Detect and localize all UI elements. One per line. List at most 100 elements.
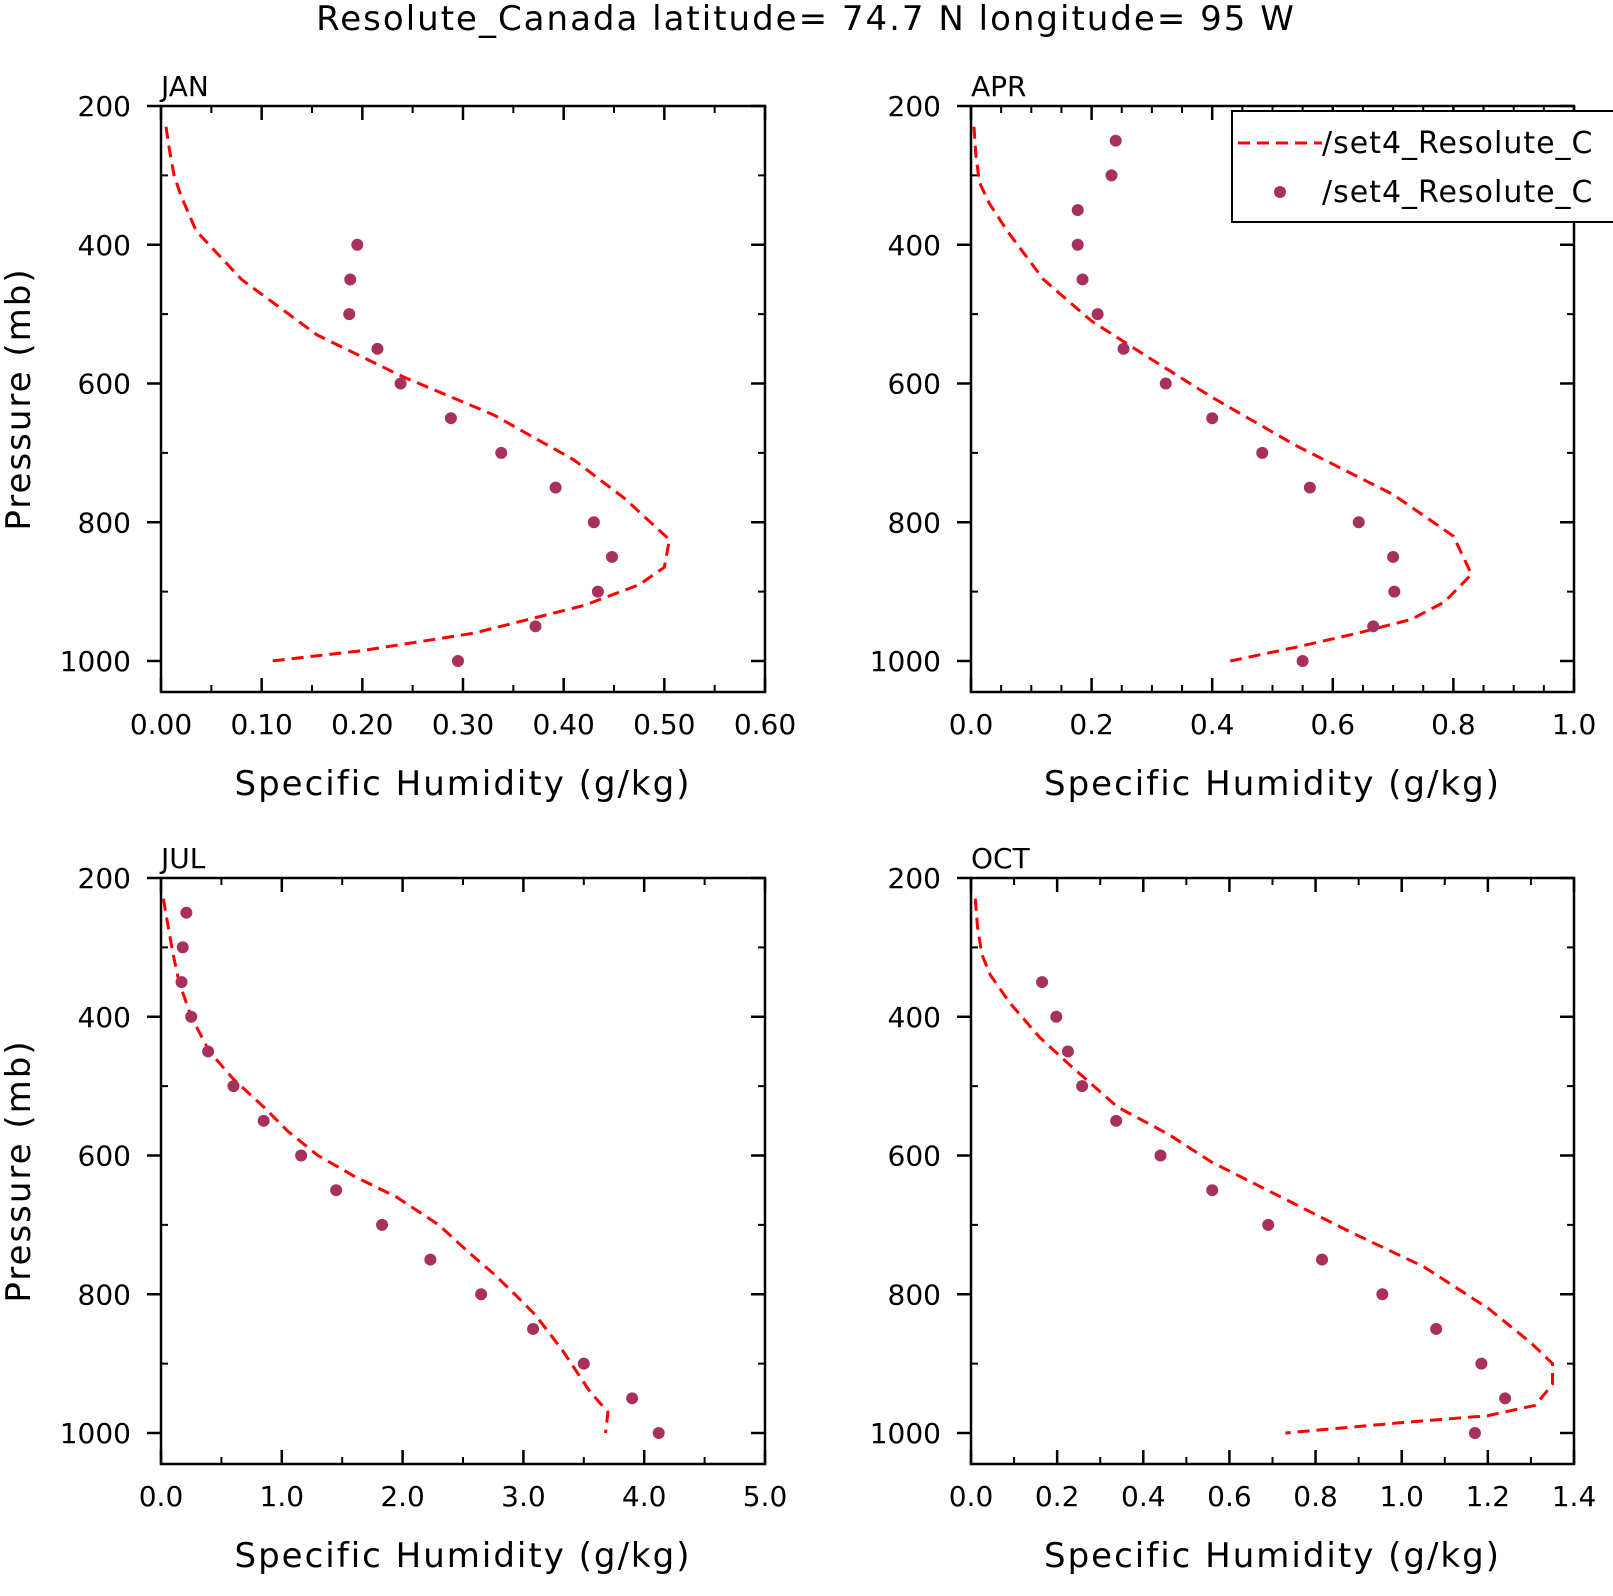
- panel-label: OCT: [971, 842, 1031, 875]
- series-point: [185, 1010, 198, 1023]
- figure-title: Resolute_Canada latitude= 74.7 N longitu…: [316, 0, 1296, 39]
- series-point: [451, 655, 464, 667]
- x-tick-label: 0.0: [949, 708, 994, 741]
- x-tick-label: 0.00: [130, 708, 192, 741]
- y-tick-label: 1000: [60, 645, 131, 678]
- y-tick-label: 800: [78, 506, 131, 539]
- panel-label: JUL: [159, 842, 206, 875]
- x-tick-label: 0.8: [1431, 708, 1476, 741]
- series-point: [652, 1427, 665, 1439]
- series-point: [1262, 1218, 1275, 1231]
- series-point: [495, 446, 508, 459]
- series-point: [351, 238, 364, 251]
- series-point: [1154, 1149, 1167, 1162]
- x-tick-label: 0.50: [633, 708, 695, 741]
- series-point: [591, 585, 604, 598]
- series-point: [1076, 1080, 1089, 1093]
- series-point: [180, 906, 193, 919]
- series-point: [176, 941, 189, 954]
- series-point: [1352, 516, 1365, 529]
- series-point: [1256, 446, 1269, 459]
- x-tick-label: 0.20: [331, 708, 393, 741]
- y-tick-label: 800: [78, 1278, 131, 1311]
- x-tick-label: 1.0: [260, 1480, 305, 1513]
- x-axis-label: Specific Humidity (g/kg): [235, 1536, 692, 1576]
- x-tick-label: 5.0: [743, 1480, 788, 1513]
- x-tick-label: 0.6: [1311, 708, 1356, 741]
- panel-label: APR: [971, 70, 1027, 103]
- series-point: [394, 377, 407, 390]
- series-point: [376, 1218, 389, 1231]
- series-line: [973, 898, 1554, 1435]
- series-point: [605, 550, 618, 563]
- x-tick-label: 2.0: [380, 1480, 425, 1513]
- series-point: [1316, 1253, 1329, 1266]
- x-tick-label: 0.60: [734, 708, 796, 741]
- x-tick-label: 0.8: [1293, 1480, 1338, 1513]
- x-axis-label: Specific Humidity (g/kg): [1044, 764, 1501, 804]
- legend-entry-line: /set4_Resolute_C: [1322, 126, 1594, 161]
- series-point: [424, 1253, 437, 1266]
- series-point: [371, 342, 384, 355]
- x-tick-label: 0.6: [1207, 1480, 1252, 1513]
- legend: /set4_Resolute_C /set4_Resolute_C: [1231, 110, 1613, 223]
- panel-oct: 0.0 0.2 0.4 0.6 0.8 1.0 1.2 1.4 200 400 600 800 1000…: [870, 842, 1597, 1576]
- y-tick-label: 400: [888, 229, 941, 262]
- panels: 0.00 0.10 0.20 0.30 0.40 0.50 0.60 200 400 600 800…: [0, 70, 1596, 1576]
- series-point: [1061, 1045, 1074, 1058]
- series-point: [343, 308, 356, 321]
- series-point: [1091, 308, 1104, 321]
- series-point: [1050, 1010, 1063, 1023]
- series-point: [529, 620, 542, 633]
- x-tick-label: 0.10: [230, 708, 292, 741]
- series-point: [549, 481, 562, 494]
- x-tick-label: 1.4: [1552, 1480, 1597, 1513]
- y-tick-label: 200: [888, 862, 941, 895]
- x-axis-label: Specific Humidity (g/kg): [235, 764, 692, 804]
- series-line: [972, 126, 1474, 663]
- series-point: [1388, 585, 1401, 598]
- y-tick-label: 1000: [870, 1417, 941, 1450]
- series-point: [1367, 620, 1380, 633]
- plot-frame: [159, 104, 767, 694]
- series-point: [175, 976, 188, 989]
- panel-jan: 0.00 0.10 0.20 0.30 0.40 0.50 0.60 200 400 600 800…: [0, 70, 796, 804]
- series-point: [475, 1288, 488, 1301]
- x-tick-label: 0.2: [1035, 1480, 1080, 1513]
- y-tick-label: 600: [888, 1140, 941, 1173]
- series-point: [202, 1045, 215, 1058]
- x-tick-label: 0.4: [1190, 708, 1235, 741]
- series-point: [1117, 342, 1130, 355]
- series-point: [1303, 481, 1316, 494]
- y-tick-label: 800: [888, 1278, 941, 1311]
- y-axis-label: Pressure (mb): [0, 1039, 39, 1302]
- series-point: [295, 1149, 308, 1162]
- y-tick-label: 200: [78, 862, 131, 895]
- series-point: [1036, 976, 1049, 989]
- series-point: [257, 1114, 270, 1127]
- y-tick-label: 200: [888, 90, 941, 123]
- x-tick-label: 0.0: [949, 1480, 994, 1513]
- x-tick-label: 0.40: [532, 708, 594, 741]
- panel-jul: 0.0 1.0 2.0 3.0 4.0 5.0 200 400 600 800 1000 JUL Spe…: [0, 842, 787, 1576]
- panel-label: JAN: [159, 70, 209, 103]
- y-tick-label: 600: [78, 1140, 131, 1173]
- series-point: [1206, 412, 1219, 425]
- series-point: [577, 1357, 590, 1370]
- x-tick-label: 3.0: [501, 1480, 546, 1513]
- legend-dot-swatch: [1274, 186, 1286, 198]
- plot-frame: [969, 876, 1576, 1466]
- series-point: [1387, 550, 1400, 563]
- x-tick-label: 0.30: [432, 708, 494, 741]
- x-tick-label: 0.0: [139, 1480, 184, 1513]
- series-point: [330, 1184, 343, 1197]
- series-line: [161, 898, 610, 1434]
- series-point: [1296, 655, 1309, 667]
- series-point: [1071, 238, 1084, 251]
- series-line: [164, 126, 672, 663]
- y-tick-label: 600: [888, 368, 941, 401]
- series-point: [344, 273, 357, 286]
- x-tick-label: 0.4: [1121, 1480, 1166, 1513]
- x-tick-label: 4.0: [622, 1480, 667, 1513]
